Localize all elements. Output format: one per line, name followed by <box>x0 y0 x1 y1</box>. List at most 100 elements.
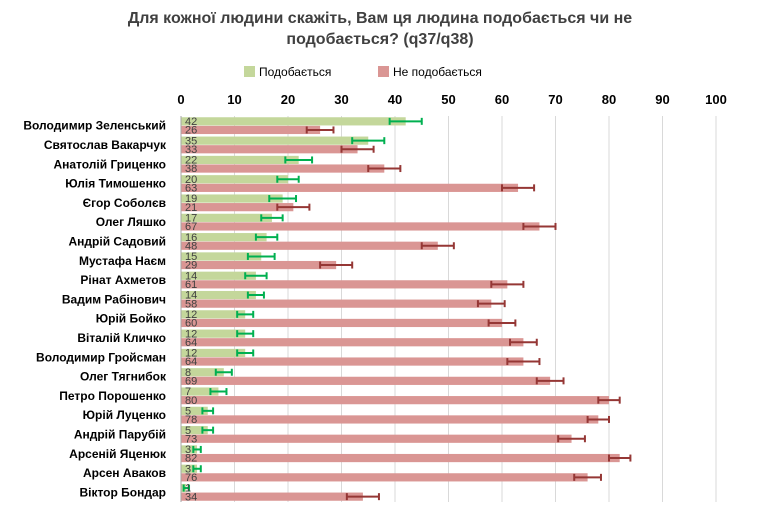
data-label-like-3: 22 <box>185 155 197 167</box>
bar-like-12 <box>181 329 246 338</box>
error-bars <box>182 117 632 501</box>
bar-dislike-4 <box>181 183 519 192</box>
bar-dislike-1 <box>181 125 321 135</box>
bar-dislike-9 <box>181 280 508 289</box>
bar-like-8 <box>181 252 262 261</box>
category-label-1: Володимир Зеленський <box>23 119 166 133</box>
category-label-12: Віталій Кличко <box>77 331 166 345</box>
data-label-dislike-20: 34 <box>185 491 197 503</box>
x-tick-label-40: 40 <box>388 92 402 107</box>
category-label-9: Рінат Ахметов <box>80 273 166 287</box>
data-label-like-15: 7 <box>185 386 191 398</box>
bar-dislike-3 <box>181 164 385 173</box>
bar-dislike-12 <box>181 338 524 347</box>
x-tick-label-100: 100 <box>705 92 727 107</box>
bar-dislike-14 <box>181 376 551 385</box>
bar-like-14 <box>181 368 224 377</box>
gridlines <box>234 116 717 502</box>
category-label-19: Арсен Аваков <box>83 466 166 480</box>
bar-dislike-17 <box>181 434 572 443</box>
data-label-dislike-18: 82 <box>185 453 197 465</box>
bar-like-9 <box>181 271 256 280</box>
bar-like-2 <box>181 136 369 145</box>
data-label-like-11: 12 <box>185 309 197 321</box>
category-label-15: Петро Порошенко <box>59 389 166 403</box>
legend-swatch-like <box>244 66 255 77</box>
data-label-dislike-10: 58 <box>185 298 197 310</box>
data-label-like-2: 35 <box>185 135 197 147</box>
data-label-like-14: 8 <box>185 367 191 379</box>
x-tick-label-80: 80 <box>602 92 616 107</box>
category-label-6: Олег Ляшко <box>96 215 166 229</box>
legend-label-like: Подобається <box>259 65 331 79</box>
category-label-5: Єгор Соболєв <box>83 196 166 210</box>
data-label-dislike-19: 76 <box>185 472 197 484</box>
data-label-like-17: 5 <box>185 425 191 437</box>
data-label-dislike-9: 61 <box>185 279 197 291</box>
data-label-like-5: 19 <box>185 193 197 205</box>
bar-like-15 <box>181 387 219 396</box>
data-label-like-12: 12 <box>185 328 197 340</box>
bar-like-7 <box>181 233 267 242</box>
data-label-like-19: 3 <box>185 463 191 475</box>
x-tick-label-10: 10 <box>227 92 241 107</box>
data-label-dislike-15: 80 <box>185 395 197 407</box>
bar-like-18 <box>181 445 198 454</box>
data-label-dislike-2: 33 <box>185 144 197 156</box>
x-tick-label-60: 60 <box>495 92 509 107</box>
bar-dislike-11 <box>181 318 502 328</box>
bar-like-10 <box>181 290 256 300</box>
bar-dislike-10 <box>181 299 492 308</box>
data-label-like-16: 5 <box>185 405 191 417</box>
bars <box>181 117 620 501</box>
bar-dislike-2 <box>181 145 358 154</box>
bar-dislike-8 <box>181 260 337 270</box>
data-label-like-9: 14 <box>185 270 197 282</box>
bar-like-4 <box>181 175 288 184</box>
bar-like-17 <box>181 426 208 435</box>
bar-dislike-20 <box>181 492 363 501</box>
category-labels: Володимир Зеленський Святослав Вакарчук Ан… <box>23 119 167 500</box>
data-label-dislike-5: 21 <box>185 202 197 214</box>
data-label-dislike-16: 78 <box>185 414 197 426</box>
data-labels: 4226353322382063192117671648152914611458… <box>185 116 197 503</box>
category-label-17: Андрій Парубій <box>74 427 166 441</box>
data-label-like-6: 17 <box>185 212 197 224</box>
bar-like-3 <box>181 155 299 165</box>
x-tick-label-70: 70 <box>548 92 562 107</box>
bar-dislike-5 <box>181 203 294 212</box>
bar-dislike-15 <box>181 396 609 405</box>
data-label-dislike-11: 60 <box>185 318 197 330</box>
legend: Подобається Не подобається <box>244 65 482 79</box>
category-label-10: Вадим Рабінович <box>62 292 166 306</box>
x-axis-ticks: 0 10 20 30 40 50 60 70 80 90 100 <box>177 92 726 107</box>
data-label-like-20: 1 <box>185 483 191 495</box>
legend-swatch-dislike <box>378 66 389 77</box>
data-label-like-8: 15 <box>185 251 197 263</box>
chart-title-line-1: Для кожної людини скажіть, Вам ця людина… <box>128 10 632 27</box>
category-label-2: Святослав Вакарчук <box>44 138 167 152</box>
legend-label-dislike: Не подобається <box>393 65 482 79</box>
category-label-7: Андрій Садовий <box>69 234 166 248</box>
bar-dislike-13 <box>181 357 524 366</box>
data-label-dislike-14: 69 <box>185 375 197 387</box>
bar-like-11 <box>181 310 246 319</box>
data-label-dislike-7: 48 <box>185 240 197 252</box>
bar-dislike-7 <box>181 241 438 250</box>
data-label-dislike-8: 29 <box>185 260 197 272</box>
data-label-dislike-17: 73 <box>185 433 197 445</box>
chart-title-line-2: подобається? (q37/q38) <box>286 31 473 48</box>
category-label-11: Юрій Бойко <box>96 312 166 326</box>
category-label-20: Віктор Бондар <box>79 485 166 499</box>
data-label-dislike-3: 38 <box>185 163 197 175</box>
x-tick-label-30: 30 <box>334 92 348 107</box>
x-tick-label-90: 90 <box>655 92 669 107</box>
data-label-like-10: 14 <box>185 290 197 302</box>
bar-like-5 <box>181 194 283 203</box>
x-tick-label-20: 20 <box>281 92 295 107</box>
data-label-like-7: 16 <box>185 232 197 244</box>
bar-dislike-16 <box>181 415 599 424</box>
data-label-dislike-12: 64 <box>185 337 197 349</box>
data-label-like-1: 42 <box>185 116 197 128</box>
